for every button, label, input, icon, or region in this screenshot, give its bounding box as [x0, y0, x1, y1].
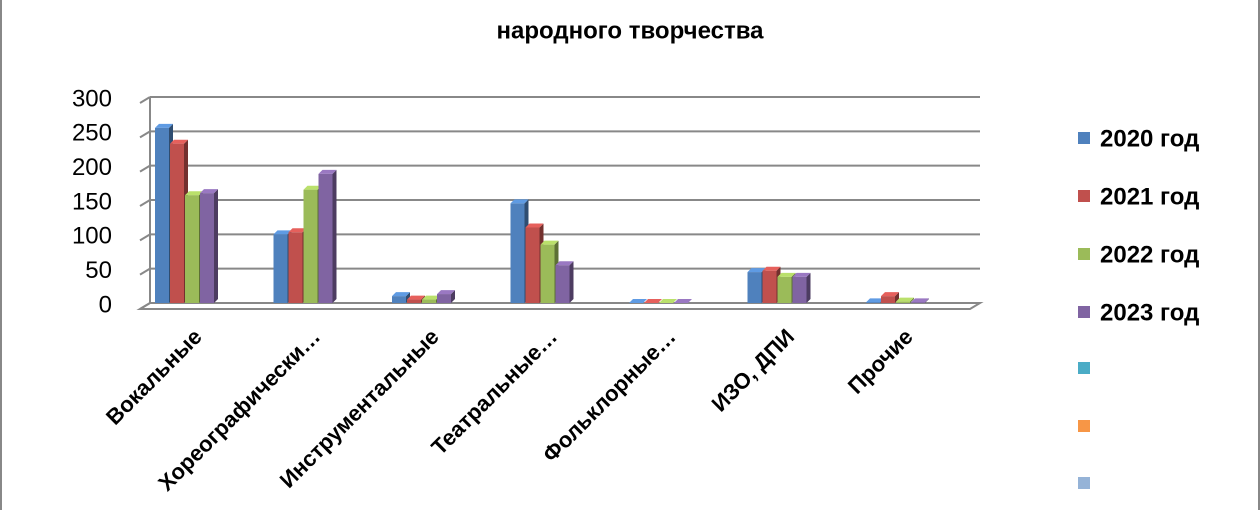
bar-top [437, 290, 455, 295]
bar [911, 302, 925, 303]
bar-top [911, 298, 929, 303]
legend-swatch [1078, 248, 1090, 260]
bar-top [881, 292, 899, 297]
bar-side [925, 298, 929, 303]
bar [155, 127, 169, 304]
y-tick-label: 200 [72, 154, 112, 181]
bar [303, 189, 318, 303]
bar-top [747, 268, 766, 273]
grid-depth [139, 233, 151, 242]
legend-swatch [1078, 306, 1090, 318]
bar-top [510, 199, 529, 204]
grid-depth [139, 130, 151, 139]
bar [318, 173, 333, 303]
legend-label: 2023 год [1100, 299, 1199, 326]
bar-side [451, 290, 455, 303]
bar-top [155, 123, 173, 128]
chart-title: народного творчества [496, 17, 764, 44]
bar [437, 294, 451, 303]
legend-label: 2022 год [1100, 241, 1199, 268]
legend-swatch [1078, 362, 1090, 374]
grid-depth [139, 164, 151, 173]
bar [170, 143, 184, 303]
bar-top [659, 299, 677, 303]
bar-top [762, 266, 781, 271]
bar [762, 270, 777, 303]
bar [881, 296, 895, 303]
bar-side [806, 272, 811, 303]
bar [555, 265, 570, 303]
bar-side [569, 261, 574, 303]
bar [777, 276, 792, 303]
bar-top [555, 261, 574, 266]
bar-top [792, 272, 811, 277]
bar [540, 244, 555, 303]
bar-top [629, 299, 647, 303]
bar-top [777, 272, 796, 277]
bar-top [422, 295, 440, 300]
legend-label: 2021 год [1100, 183, 1199, 210]
bar [422, 299, 436, 303]
y-tick-label: 150 [72, 188, 112, 215]
bar-side [895, 292, 899, 303]
bar-top [644, 299, 662, 303]
y-tick-label: 100 [72, 223, 112, 250]
bar-top [303, 185, 322, 190]
bar [792, 276, 807, 303]
bar [185, 195, 199, 303]
bar-top [525, 223, 544, 228]
bar [288, 232, 303, 303]
bar-top [674, 299, 692, 303]
bar [273, 234, 288, 303]
bar-top [866, 298, 884, 303]
grid-depth [139, 199, 151, 207]
legend-label: 2020 год [1100, 125, 1199, 152]
bar [510, 203, 525, 303]
bar-top [200, 189, 218, 194]
grid-depth [139, 267, 151, 276]
bar-top [185, 191, 203, 196]
bar [392, 296, 406, 303]
bar-top [273, 230, 292, 235]
bar-side [332, 169, 337, 303]
bar [200, 193, 214, 303]
bar-side [214, 189, 218, 303]
bar [407, 299, 421, 303]
y-tick-label: 300 [72, 85, 112, 112]
legend-swatch [1078, 420, 1090, 432]
bar-top [288, 228, 307, 233]
legend-swatch [1078, 190, 1090, 202]
bar-side [910, 297, 914, 303]
bar-top [170, 139, 188, 144]
y-tick-label: 250 [72, 120, 112, 147]
legend-swatch [1078, 132, 1090, 144]
bar-top [318, 169, 337, 174]
bar [896, 301, 910, 303]
y-tick-label: 50 [85, 257, 112, 284]
bar [747, 272, 762, 303]
bar-top [407, 295, 425, 300]
bar-top [392, 292, 410, 297]
bar [866, 302, 880, 303]
bar [525, 227, 540, 303]
bar-top [896, 297, 914, 302]
grid-depth [139, 96, 151, 104]
bar-top [540, 240, 559, 245]
y-tick-label: 0 [99, 291, 112, 318]
legend-swatch [1078, 477, 1090, 489]
grid-depth [139, 302, 151, 310]
